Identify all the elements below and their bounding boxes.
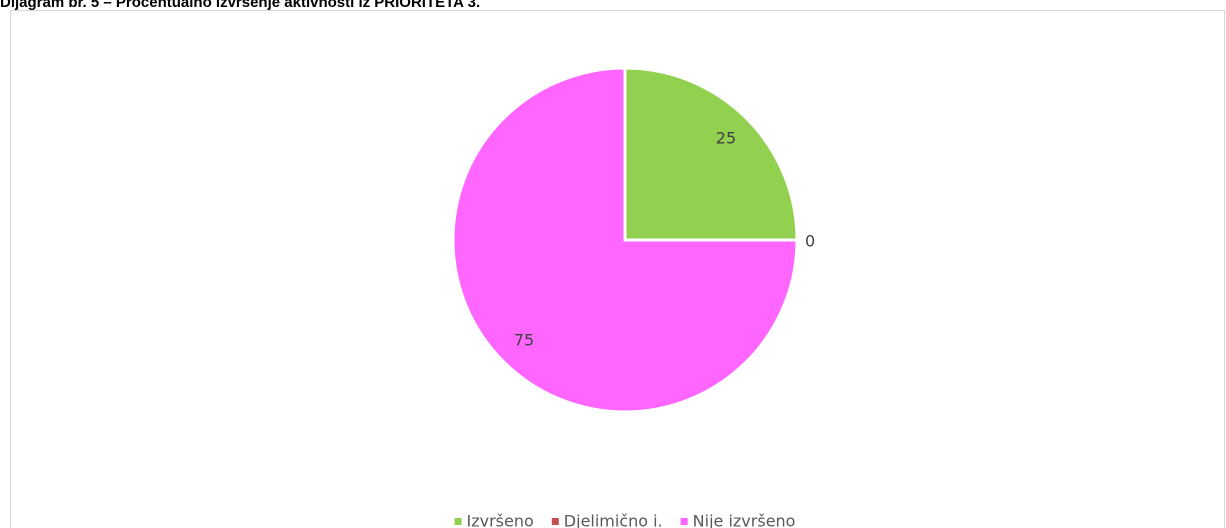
legend-label: Izvršeno [467,512,534,528]
legend-label: Nije izvršeno [693,512,796,528]
data-label: 25 [716,129,736,148]
legend-label: Djelimično i. [564,512,663,528]
legend-marker [454,518,462,525]
data-label: 75 [514,330,534,349]
legend-marker [680,518,688,525]
legend-marker [551,518,559,525]
pie-slice [623,66,799,242]
chart-title: Dijagram br. 5 – Procentualno izvršenje … [0,0,480,11]
data-label: 0 [805,232,815,251]
pie-slice [451,66,799,414]
